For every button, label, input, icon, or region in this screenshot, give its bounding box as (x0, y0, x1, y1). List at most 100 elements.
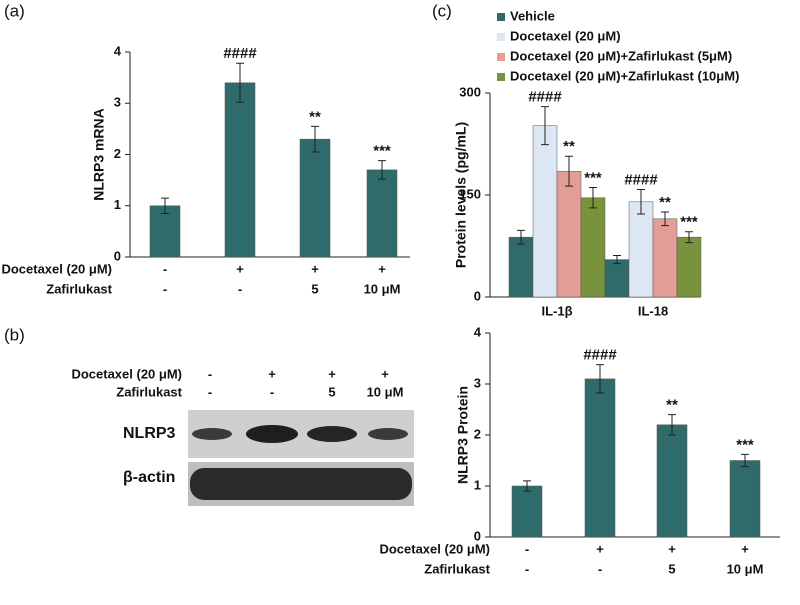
y-axis-label: Protein levels (pg/mL) (453, 122, 469, 268)
condition-value: - (163, 281, 167, 296)
condition-value: 10 μM (364, 281, 401, 296)
condition-value: + (236, 261, 244, 276)
bar (656, 424, 688, 538)
legend-label: Docetaxel (20 μM)+Zafirlukast (10μM) (510, 68, 739, 83)
y-tick-label: 4 (114, 43, 122, 58)
condition-value: - (598, 561, 602, 576)
condition-value: 10 μM (367, 384, 404, 399)
significance: *** (584, 169, 602, 186)
condition-label: Zafirlukast (424, 561, 490, 576)
x-tick-label: IL-1β (541, 303, 572, 318)
condition-value: - (525, 541, 529, 556)
significance: #### (528, 89, 562, 106)
panel-label: (c) (432, 1, 452, 20)
error-bar (668, 414, 676, 436)
significance: *** (736, 436, 754, 453)
condition-value: 5 (311, 281, 318, 296)
significance: ** (666, 397, 678, 414)
bar (299, 138, 331, 258)
significance: #### (624, 172, 658, 189)
condition-label: Zafirlukast (46, 281, 112, 296)
y-axis-label: NLRP3 mRNA (91, 108, 107, 201)
bar (580, 197, 606, 298)
condition-value: - (163, 261, 167, 276)
y-axis-label: NLRP3 Protein (455, 386, 471, 484)
bar (584, 378, 616, 538)
condition-label: Docetaxel (20 μM) (71, 366, 182, 381)
error-bar (741, 453, 749, 468)
y-tick-label: 150 (459, 186, 481, 201)
y-tick-label: 3 (474, 375, 481, 390)
panel-label: (a) (4, 1, 25, 20)
condition-label: Zafirlukast (116, 384, 182, 399)
y-tick-label: 1 (114, 197, 121, 212)
bar (652, 218, 678, 298)
error-bar (685, 231, 693, 244)
condition-value: + (381, 366, 389, 381)
condition-value: + (311, 261, 319, 276)
x-tick-label: IL-18 (638, 303, 668, 318)
significance: #### (583, 347, 617, 364)
error-bar (523, 480, 531, 492)
panel-label: (b) (4, 325, 25, 344)
legend-swatch (497, 13, 505, 21)
legend-swatch (497, 53, 505, 61)
band (368, 428, 408, 440)
error-bar (517, 229, 525, 245)
legend-swatch (497, 73, 505, 81)
legend-label: Vehicle (510, 8, 555, 23)
legend-label: Docetaxel (20 μM) (510, 28, 621, 43)
condition-value: + (596, 541, 604, 556)
condition-value: + (328, 366, 336, 381)
error-bar (541, 106, 549, 146)
condition-value: 5 (668, 561, 675, 576)
significance: *** (373, 143, 391, 160)
error-bar (596, 364, 604, 394)
significance: ** (659, 194, 671, 211)
y-tick-label: 4 (474, 324, 482, 339)
legend-swatch (497, 33, 505, 41)
condition-label: Docetaxel (20 μM) (379, 541, 490, 556)
lane-label: NLRP3 (123, 425, 176, 442)
condition-value: + (378, 261, 386, 276)
condition-value: - (270, 384, 274, 399)
condition-value: - (208, 366, 212, 381)
error-bar (589, 187, 597, 209)
significance: *** (680, 214, 698, 231)
band (246, 425, 298, 443)
error-bar (161, 197, 169, 214)
condition-value: - (525, 561, 529, 576)
y-tick-label: 0 (474, 528, 481, 543)
y-tick-label: 3 (114, 95, 121, 110)
bar (676, 236, 702, 298)
significance: #### (223, 45, 257, 62)
bar (556, 170, 582, 298)
bar (604, 259, 630, 298)
y-tick-label: 300 (459, 84, 481, 99)
band (307, 426, 357, 442)
condition-value: + (268, 366, 276, 381)
bar (628, 201, 654, 298)
bar (508, 236, 534, 298)
significance: ** (563, 138, 575, 155)
bar (366, 169, 398, 258)
bar (149, 205, 181, 258)
band (190, 468, 412, 500)
error-bar (637, 189, 645, 215)
error-bar (565, 155, 573, 187)
western-blot (188, 410, 414, 506)
bar (511, 485, 543, 538)
error-bar (613, 255, 621, 265)
condition-label: Docetaxel (20 μM) (1, 261, 112, 276)
significance: ** (309, 108, 321, 125)
y-tick-label: 0 (114, 248, 121, 263)
band (192, 428, 232, 440)
error-bar (236, 62, 244, 103)
bar (729, 460, 761, 538)
y-tick-label: 0 (474, 288, 481, 303)
bar (224, 82, 256, 258)
y-tick-label: 2 (114, 146, 121, 161)
error-bar (311, 125, 319, 153)
condition-value: 5 (328, 384, 335, 399)
